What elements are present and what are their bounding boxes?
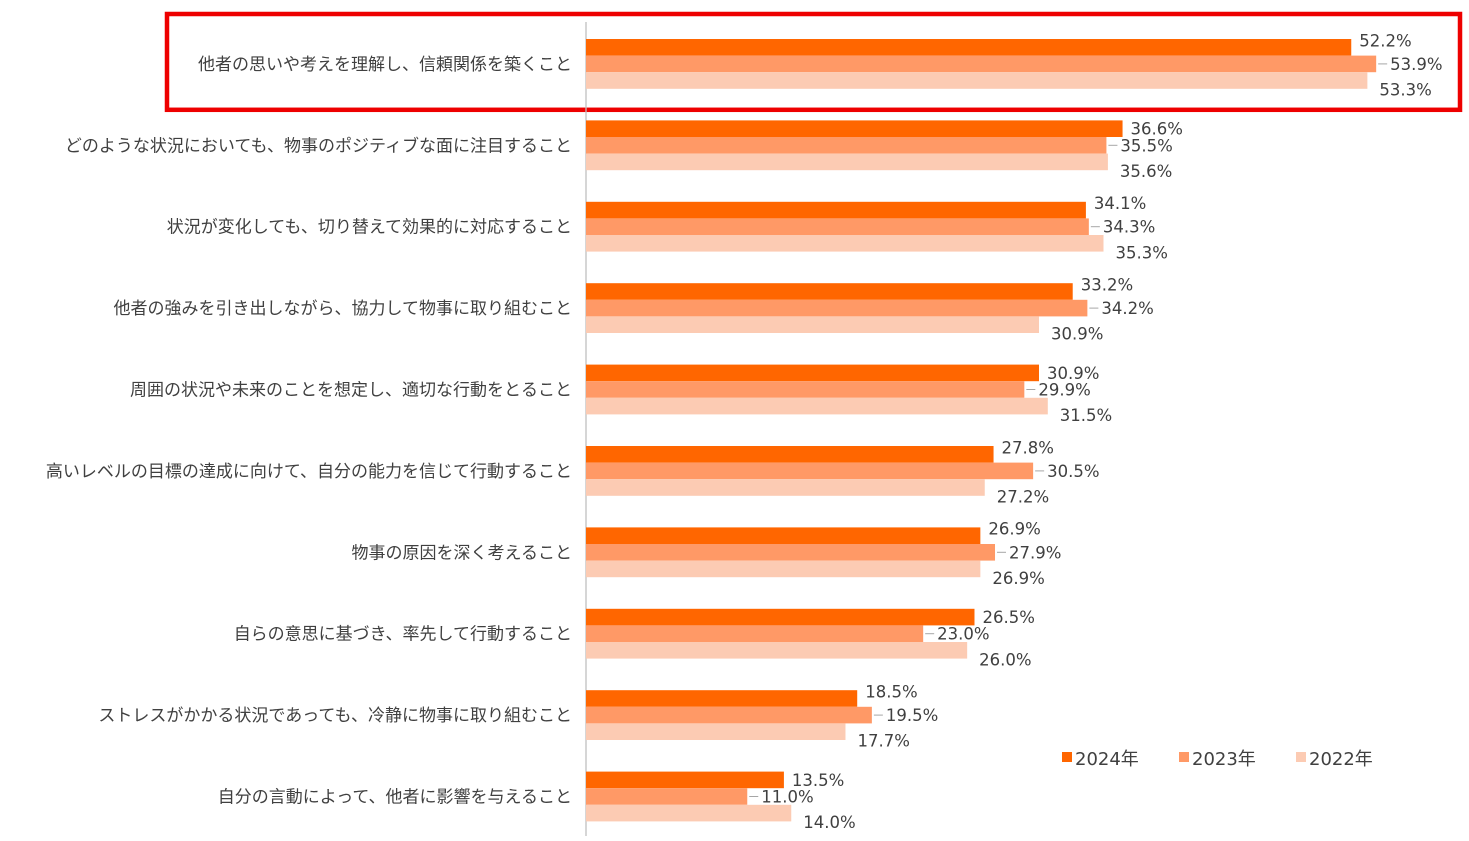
category-labels: 他者の思いや考えを理解し、信頼関係を築くことどのような状況においても、物事のポジ… — [46, 55, 572, 808]
bar-2022 — [586, 316, 1039, 333]
data-label-2022: 30.9% — [1051, 325, 1103, 344]
legend-label: 2022年 — [1309, 749, 1373, 770]
legend-label: 2024年 — [1075, 749, 1139, 770]
bar-2023 — [586, 544, 996, 561]
category-label: 周囲の状況や未来のことを想定し、適切な行動をとること — [130, 381, 572, 401]
data-label-2023: 19.5% — [886, 706, 938, 725]
data-labels: 52.2% 36.6% 34.1% 33.2% 30.9% 27.8% 26.9% 26.5%… — [761, 31, 1442, 832]
data-label-2023: 23.0% — [937, 625, 989, 644]
bar-2023 — [586, 462, 1034, 480]
bar-2022 — [586, 72, 1368, 89]
category-label: 高いレベルの目標の達成に向けて、自分の能力を信じて行動すること — [46, 462, 572, 482]
bar-series — [586, 39, 1377, 822]
legend: 2024年 2023年 2022年 — [1062, 749, 1373, 770]
bar-2023 — [586, 788, 748, 805]
data-label-2023: 53.9% — [1390, 55, 1442, 74]
bar-2023 — [586, 299, 1088, 317]
data-label-2023: 29.9% — [1038, 381, 1090, 400]
category-label: どのような状況においても、物事のポジティブな面に注目すること — [65, 135, 572, 156]
data-label-2023: 30.5% — [1047, 462, 1099, 481]
data-label-2022: 31.5% — [1060, 406, 1112, 425]
category-label: 自らの意思に基づき、率先して行動すること — [234, 625, 572, 645]
data-label-2024: 34.1% — [1094, 194, 1146, 213]
bar-2024 — [586, 608, 975, 626]
legend-label: 2023年 — [1192, 749, 1256, 770]
category-label: ストレスがかかる状況であっても、冷静に物事に取り組むこと — [98, 706, 572, 726]
category-label: 他者の思いや考えを理解し、信頼関係を築くこと — [198, 55, 572, 75]
legend-swatch — [1179, 752, 1189, 762]
data-label-2024: 33.2% — [1081, 276, 1133, 295]
data-label-2023: 35.5% — [1120, 136, 1172, 155]
bar-2022 — [586, 153, 1108, 171]
bar-2023 — [586, 55, 1377, 73]
data-label-2022: 26.0% — [979, 650, 1031, 669]
data-label-2024: 13.5% — [792, 771, 844, 790]
data-label-2022: 27.2% — [997, 488, 1049, 507]
legend-swatch — [1296, 752, 1306, 762]
bar-2024 — [586, 771, 784, 789]
leader-lines — [749, 63, 1388, 797]
bar-2024 — [586, 690, 858, 707]
category-label: 状況が変化しても、切り替えて効果的に対応すること — [167, 218, 572, 238]
data-label-2023: 34.2% — [1101, 299, 1153, 318]
data-label-2022: 14.0% — [803, 813, 855, 832]
bar-2022 — [586, 479, 985, 496]
bar-2023 — [586, 137, 1107, 154]
bar-2024 — [586, 39, 1352, 56]
legend-swatch — [1062, 752, 1072, 762]
bar-2024 — [586, 364, 1039, 382]
data-label-2024: 52.2% — [1359, 31, 1411, 50]
data-label-2023: 34.3% — [1103, 218, 1155, 237]
data-label-2024: 18.5% — [865, 683, 917, 702]
bar-2023 — [586, 381, 1025, 398]
data-label-2022: 53.3% — [1379, 81, 1431, 100]
data-label-2024: 26.9% — [988, 520, 1040, 539]
bar-2024 — [586, 120, 1123, 137]
data-label-2022: 35.6% — [1120, 162, 1172, 181]
data-label-2023: 27.9% — [1009, 543, 1061, 562]
data-label-2023: 11.0% — [761, 788, 813, 807]
bar-2022 — [586, 560, 981, 578]
category-label: 物事の原因を深く考えること — [352, 543, 573, 563]
bar-2022 — [586, 397, 1048, 415]
bar-2022 — [586, 723, 846, 740]
bar-2022 — [586, 642, 968, 659]
bar-2022 — [586, 235, 1104, 252]
data-label-2022: 17.7% — [857, 732, 909, 751]
bar-2022 — [586, 804, 792, 822]
data-label-2024: 26.5% — [982, 608, 1034, 627]
bar-2024 — [586, 527, 981, 544]
bar-2024 — [586, 201, 1086, 219]
data-label-2024: 36.6% — [1131, 120, 1183, 139]
data-label-2024: 27.8% — [1002, 438, 1054, 457]
bar-2023 — [586, 218, 1089, 235]
data-label-2022: 35.3% — [1115, 243, 1167, 262]
bar-2024 — [586, 446, 994, 463]
category-label: 他者の強みを引き出しながら、協力して物事に取り組むこと — [114, 299, 573, 319]
bar-2024 — [586, 283, 1073, 300]
bar-2023 — [586, 706, 872, 724]
category-label: 自分の言動によって、他者に影響を与えること — [218, 788, 572, 808]
bar-2023 — [586, 625, 924, 642]
highlight-box — [164, 11, 1463, 113]
data-label-2022: 26.9% — [992, 569, 1044, 588]
data-label-2024: 30.9% — [1047, 364, 1099, 383]
highlight-box-layer — [164, 11, 1463, 113]
